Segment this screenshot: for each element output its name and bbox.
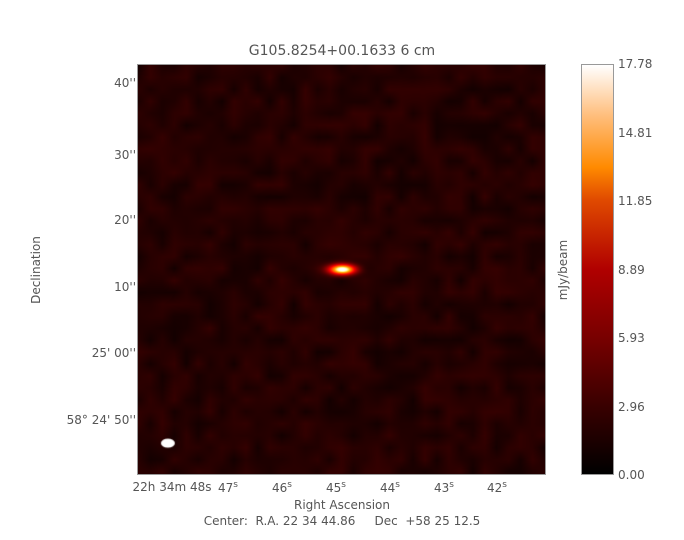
x-tick-label: 42s bbox=[487, 480, 507, 495]
x-tick-label: 43s bbox=[434, 480, 454, 495]
x-tick-label: 44s bbox=[380, 480, 400, 495]
heatmap-canvas bbox=[138, 65, 545, 474]
y-axis-label: Declination bbox=[29, 236, 43, 304]
colorbar-tick-label: 17.78 bbox=[618, 57, 653, 71]
colorbar-label: mJy/beam bbox=[556, 239, 570, 301]
colorbar-tick-label: 14.81 bbox=[618, 125, 653, 140]
colorbar-tick-label: 8.89 bbox=[618, 262, 645, 277]
y-tick-label: 10'' bbox=[114, 280, 136, 294]
colorbar-tick-label: 11.85 bbox=[618, 194, 653, 208]
x-tick-label: 22h 34m 48s bbox=[132, 480, 212, 494]
colorbar-tick-label: 0.00 bbox=[618, 468, 645, 482]
radio-map-heatmap bbox=[137, 64, 546, 475]
y-tick-label: 58° 24' 50'' bbox=[66, 413, 136, 427]
y-tick-label: 20'' bbox=[114, 213, 136, 227]
chart-title: G105.8254+00.1633 6 cm bbox=[248, 43, 436, 59]
y-tick-label: 30'' bbox=[114, 148, 136, 162]
center-coordinates: Center: R.A. 22 34 44.86 Dec +58 25 12.5 bbox=[203, 514, 481, 528]
x-tick-label: 46s bbox=[272, 480, 292, 495]
x-tick-label: 47s bbox=[218, 480, 238, 495]
y-tick-label: 25' 00'' bbox=[91, 346, 136, 360]
colorbar bbox=[581, 64, 614, 475]
x-tick-label: 45s bbox=[326, 480, 346, 495]
colorbar-tick-label: 5.93 bbox=[618, 331, 645, 345]
x-axis-label: Right Ascension bbox=[294, 498, 390, 512]
y-tick-label: 40'' bbox=[114, 76, 136, 90]
colorbar-tick-label: 2.96 bbox=[618, 399, 645, 414]
